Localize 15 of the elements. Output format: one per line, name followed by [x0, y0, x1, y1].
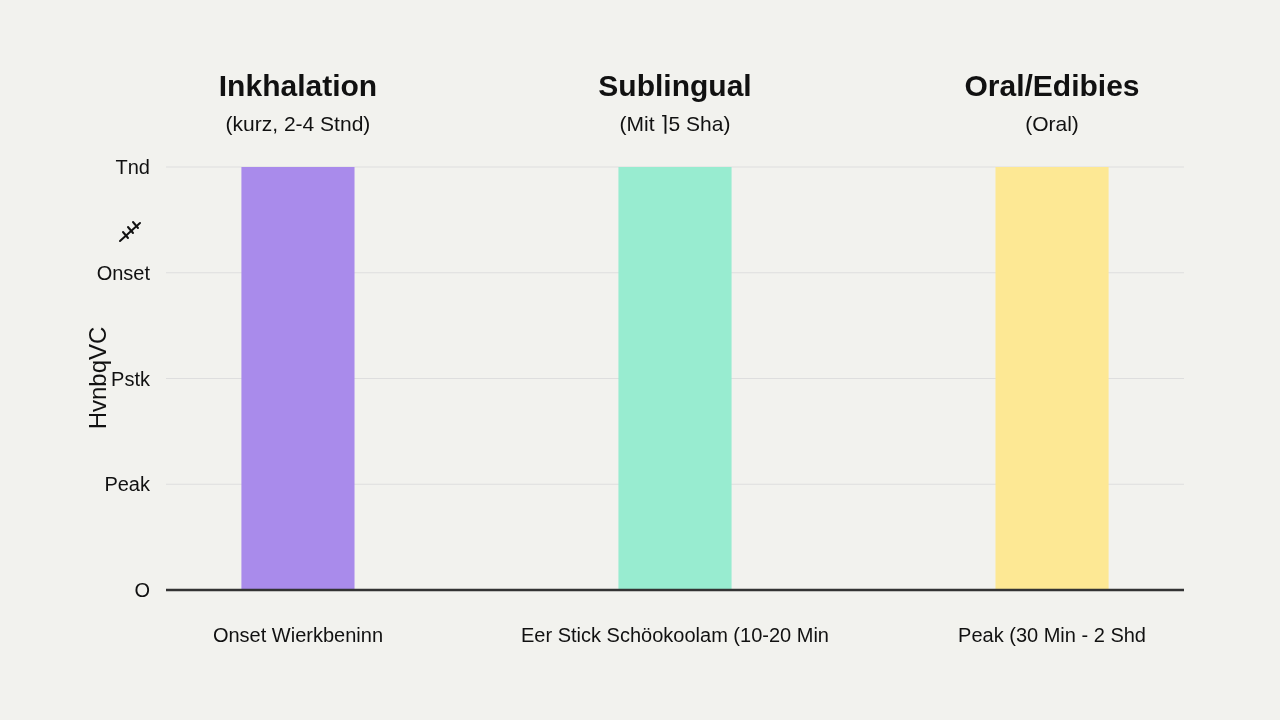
text: O	[134, 579, 150, 601]
text: Tnd	[115, 156, 150, 178]
x-tick-label: Eer Stick Schöokoolam (10-20 Min	[521, 624, 829, 646]
x-tick-label: Onset Wierkbeninn	[212, 624, 383, 646]
x-tick-label: Peak (30 Min - 2 Shd	[958, 624, 1146, 646]
y-axis-title: HvnbqVC	[84, 326, 112, 430]
text: Oral/Edibies	[964, 69, 1140, 102]
text: Onset	[96, 261, 151, 284]
text: Sublingual	[598, 69, 752, 102]
text: (Oral)	[1025, 112, 1079, 135]
text: Peak	[104, 473, 151, 496]
text: (kurz, 2-4 Stnd)	[225, 112, 371, 135]
text: Pstk	[111, 367, 151, 390]
text: (Mit ⌉5 Sha)	[619, 112, 731, 135]
text: Inkhalation	[218, 69, 378, 102]
